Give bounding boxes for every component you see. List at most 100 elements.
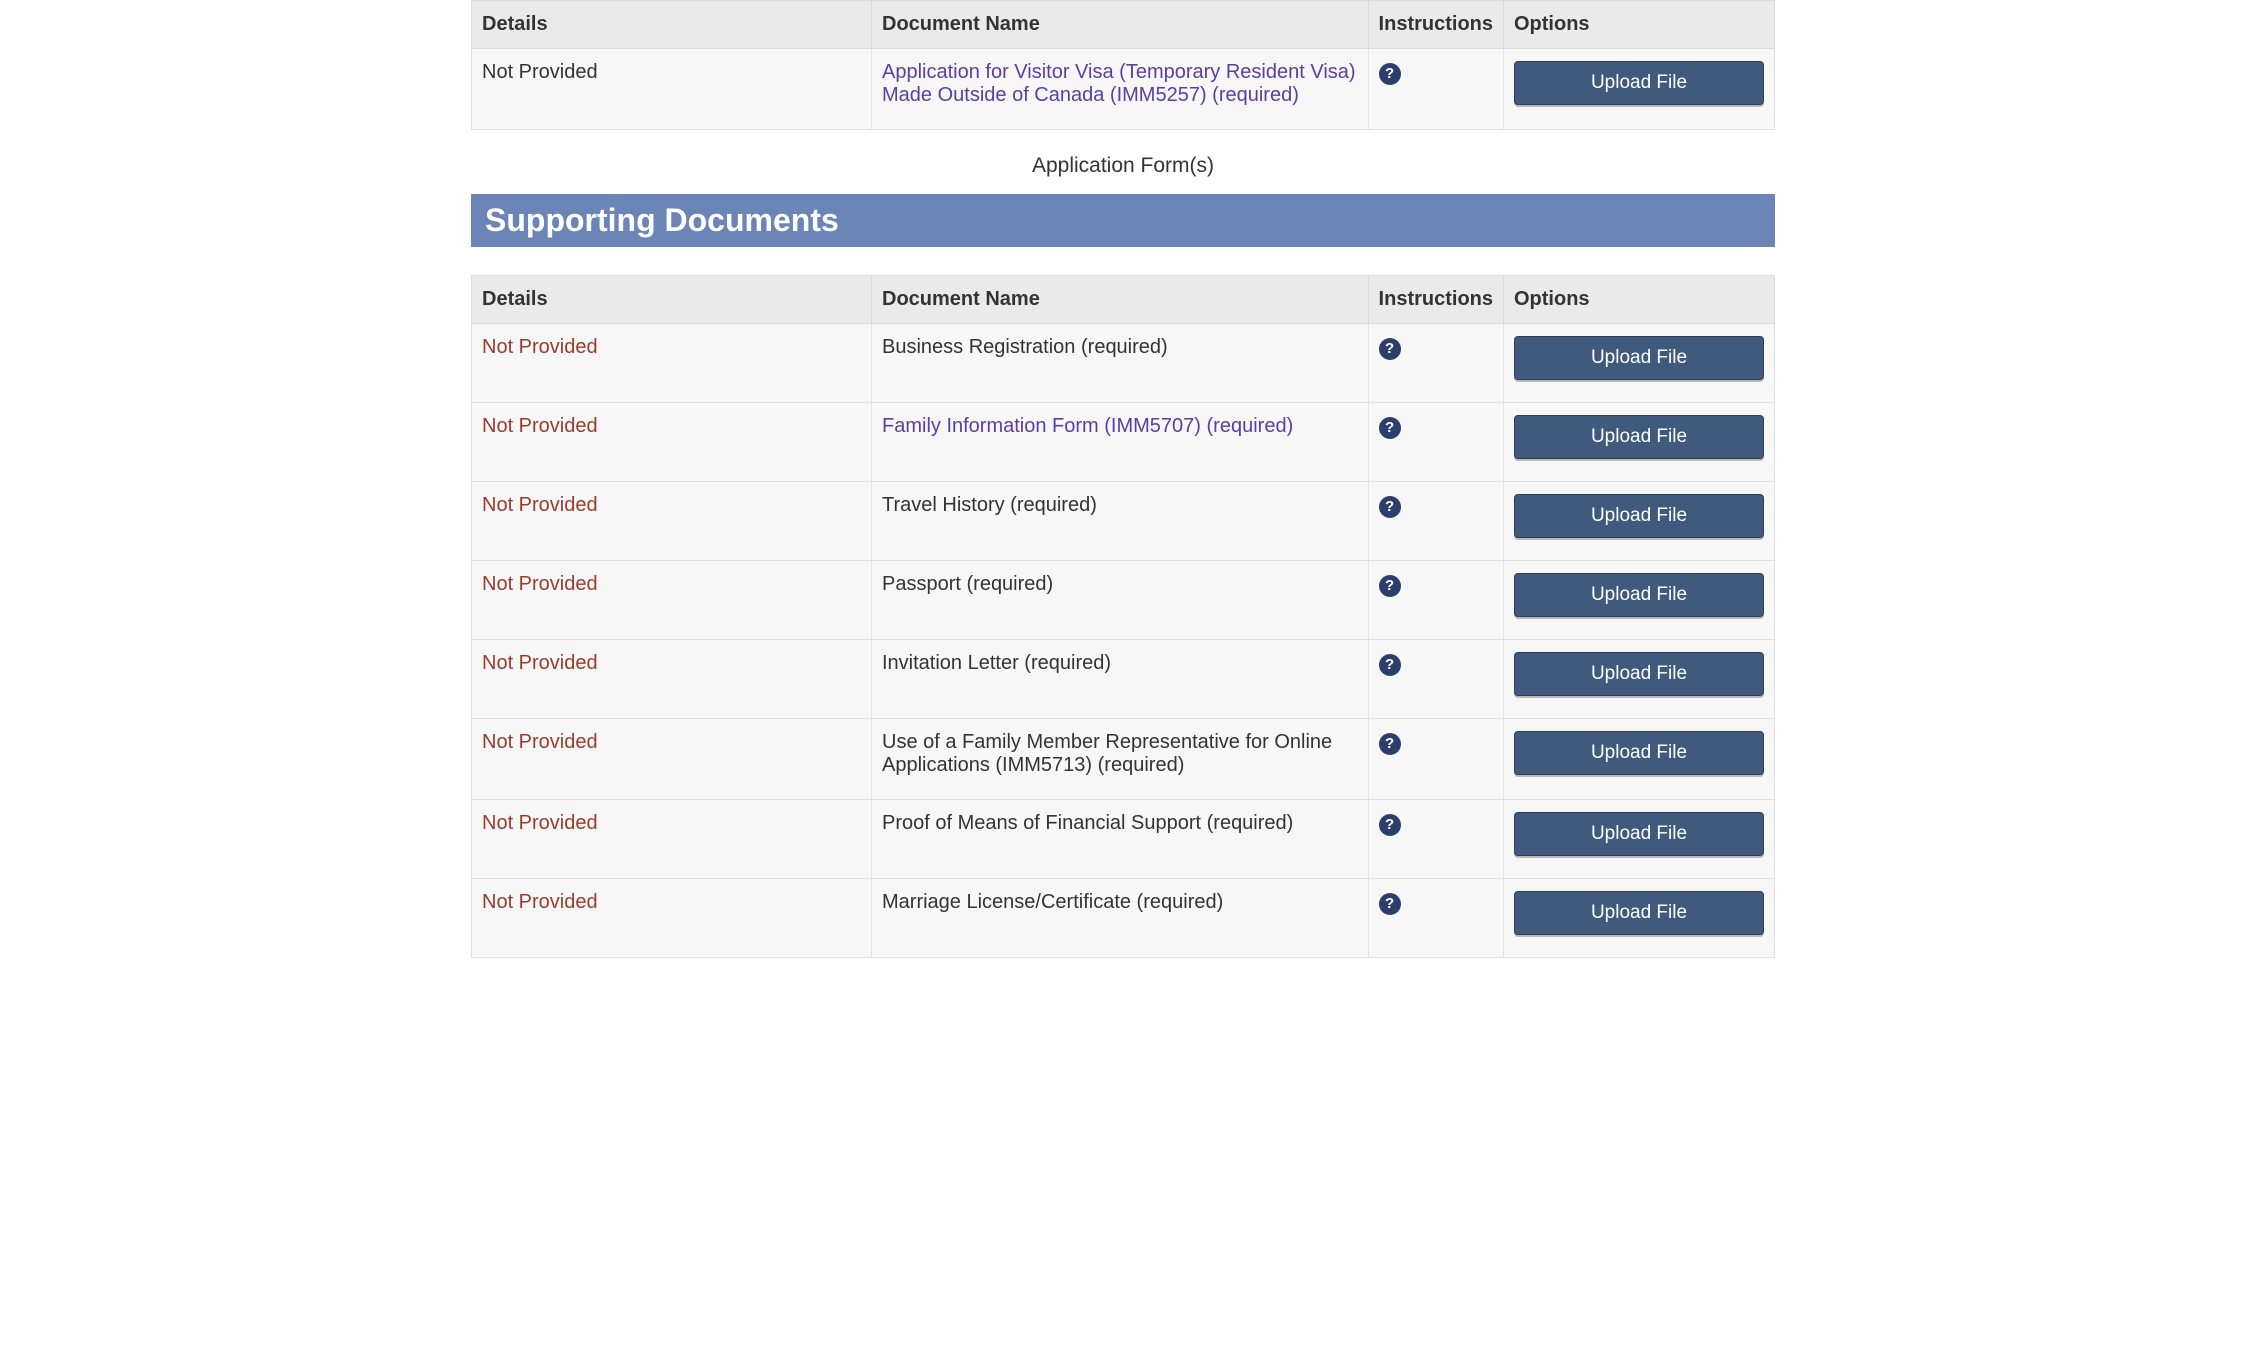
options-cell: Upload File — [1504, 482, 1775, 561]
page-container: Details Document Name Instructions Optio… — [439, 0, 1807, 958]
status-text: Not Provided — [482, 652, 598, 674]
upload-file-button[interactable]: Upload File — [1514, 573, 1764, 617]
required-suffix: (required) — [961, 573, 1053, 595]
col-header-document-name: Document Name — [872, 276, 1369, 324]
table-header-row: Details Document Name Instructions Optio… — [472, 276, 1775, 324]
status-text: Not Provided — [482, 731, 598, 753]
col-header-instructions: Instructions — [1368, 276, 1503, 324]
table-row: Not Provided Proof of Means of Financial … — [472, 800, 1775, 879]
status-text: Not Provided — [482, 61, 598, 83]
help-icon[interactable]: ? — [1379, 338, 1401, 360]
instructions-cell: ? — [1368, 719, 1503, 800]
application-forms-caption: Application Form(s) — [471, 130, 1775, 194]
col-header-instructions: Instructions — [1368, 1, 1503, 49]
upload-file-button[interactable]: Upload File — [1514, 336, 1764, 380]
document-name-cell: Use of a Family Member Representative fo… — [872, 719, 1369, 800]
status-text: Not Provided — [482, 415, 598, 437]
instructions-cell: ? — [1368, 879, 1503, 958]
help-icon[interactable]: ? — [1379, 575, 1401, 597]
required-suffix: (required) — [1005, 494, 1097, 516]
table-row: Not Provided Use of a Family Member Repre… — [472, 719, 1775, 800]
document-name: Travel History — [882, 494, 1005, 516]
table-row: Not Provided Family Information Form (IMM… — [472, 403, 1775, 482]
help-icon[interactable]: ? — [1379, 63, 1401, 85]
upload-file-button[interactable]: Upload File — [1514, 652, 1764, 696]
options-cell: Upload File — [1504, 800, 1775, 879]
col-header-details: Details — [472, 276, 872, 324]
instructions-cell: ? — [1368, 49, 1503, 130]
document-name-cell: Family Information Form (IMM5707) (requi… — [872, 403, 1369, 482]
upload-file-button[interactable]: Upload File — [1514, 494, 1764, 538]
col-header-options: Options — [1504, 1, 1775, 49]
required-suffix: (required) — [1019, 652, 1111, 674]
options-cell: Upload File — [1504, 879, 1775, 958]
document-name: Business Registration — [882, 336, 1075, 358]
table-row: Not Provided Invitation Letter (required)… — [472, 640, 1775, 719]
help-icon[interactable]: ? — [1379, 893, 1401, 915]
document-name: Proof of Means of Financial Support — [882, 812, 1201, 834]
help-icon[interactable]: ? — [1379, 654, 1401, 676]
required-suffix: (required) — [1201, 812, 1293, 834]
status-cell: Not Provided — [472, 879, 872, 958]
supporting-documents-table: Details Document Name Instructions Optio… — [471, 275, 1775, 958]
document-name-cell: Proof of Means of Financial Support (req… — [872, 800, 1369, 879]
status-text: Not Provided — [482, 494, 598, 516]
col-header-options: Options — [1504, 276, 1775, 324]
status-cell: Not Provided — [472, 719, 872, 800]
status-cell: Not Provided — [472, 482, 872, 561]
col-header-document-name: Document Name — [872, 1, 1369, 49]
required-suffix: (required) — [1201, 415, 1293, 437]
options-cell: Upload File — [1504, 640, 1775, 719]
status-cell: Not Provided — [472, 561, 872, 640]
supporting-documents-banner: Supporting Documents — [471, 194, 1775, 247]
status-text: Not Provided — [482, 336, 598, 358]
required-suffix: (required) — [1092, 754, 1184, 776]
upload-file-button[interactable]: Upload File — [1514, 731, 1764, 775]
status-text: Not Provided — [482, 812, 598, 834]
instructions-cell: ? — [1368, 640, 1503, 719]
help-icon[interactable]: ? — [1379, 496, 1401, 518]
required-suffix: (required) — [1075, 336, 1167, 358]
document-name-cell: Marriage License/Certificate (required) — [872, 879, 1369, 958]
application-forms-table: Details Document Name Instructions Optio… — [471, 0, 1775, 130]
status-cell: Not Provided — [472, 403, 872, 482]
upload-file-button[interactable]: Upload File — [1514, 415, 1764, 459]
status-cell: Not Provided — [472, 49, 872, 130]
upload-file-button[interactable]: Upload File — [1514, 812, 1764, 856]
table-row: Not Provided Business Registration (requi… — [472, 324, 1775, 403]
document-link[interactable]: Family Information Form (IMM5707) — [882, 415, 1201, 437]
options-cell: Upload File — [1504, 49, 1775, 130]
instructions-cell: ? — [1368, 482, 1503, 561]
status-text: Not Provided — [482, 573, 598, 595]
supporting-documents-tbody: Not Provided Business Registration (requi… — [472, 324, 1775, 958]
status-cell: Not Provided — [472, 640, 872, 719]
status-cell: Not Provided — [472, 800, 872, 879]
instructions-cell: ? — [1368, 561, 1503, 640]
document-name: Invitation Letter — [882, 652, 1019, 674]
help-icon[interactable]: ? — [1379, 733, 1401, 755]
document-name-cell: Application for Visitor Visa (Temporary … — [872, 49, 1369, 130]
table-row: Not Provided Passport (required)? Upload F… — [472, 561, 1775, 640]
table-row: Not Provided Travel History (required)? Up… — [472, 482, 1775, 561]
upload-file-button[interactable]: Upload File — [1514, 61, 1764, 105]
upload-file-button[interactable]: Upload File — [1514, 891, 1764, 935]
document-name-cell: Travel History (required) — [872, 482, 1369, 561]
application-forms-tbody: Not Provided Application for Visitor Visa… — [472, 49, 1775, 130]
help-icon[interactable]: ? — [1379, 814, 1401, 836]
status-cell: Not Provided — [472, 324, 872, 403]
help-icon[interactable]: ? — [1379, 417, 1401, 439]
document-name: Marriage License/Certificate — [882, 891, 1131, 913]
options-cell: Upload File — [1504, 403, 1775, 482]
table-row: Not Provided Application for Visitor Visa… — [472, 49, 1775, 130]
instructions-cell: ? — [1368, 324, 1503, 403]
options-cell: Upload File — [1504, 561, 1775, 640]
document-name-cell: Passport (required) — [872, 561, 1369, 640]
col-header-details: Details — [472, 1, 872, 49]
status-text: Not Provided — [482, 891, 598, 913]
options-cell: Upload File — [1504, 719, 1775, 800]
document-name: Passport — [882, 573, 961, 595]
required-suffix: (required) — [1131, 891, 1223, 913]
options-cell: Upload File — [1504, 324, 1775, 403]
required-suffix: (required) — [1207, 84, 1299, 106]
document-name-cell: Business Registration (required) — [872, 324, 1369, 403]
